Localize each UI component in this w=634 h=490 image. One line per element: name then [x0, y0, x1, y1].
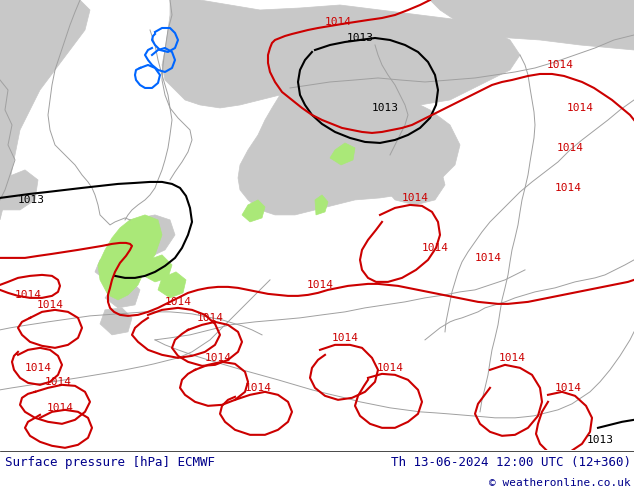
Text: © weatheronline.co.uk: © weatheronline.co.uk — [489, 478, 631, 488]
Text: 1014: 1014 — [325, 17, 351, 27]
Text: 1014: 1014 — [205, 353, 231, 363]
Polygon shape — [430, 0, 634, 50]
Polygon shape — [330, 143, 355, 165]
Text: 1014: 1014 — [498, 353, 526, 363]
Polygon shape — [382, 155, 445, 205]
Text: Surface pressure [hPa] ECMWF: Surface pressure [hPa] ECMWF — [5, 456, 215, 469]
Text: 1014: 1014 — [555, 383, 581, 393]
Polygon shape — [95, 255, 130, 282]
Polygon shape — [0, 0, 90, 220]
Text: 1014: 1014 — [474, 253, 501, 263]
Text: 1014: 1014 — [197, 313, 224, 323]
Text: 1013: 1013 — [18, 195, 45, 205]
Text: 1014: 1014 — [567, 103, 593, 113]
Text: 1014: 1014 — [46, 403, 74, 413]
Text: 1014: 1014 — [401, 193, 429, 203]
Text: Th 13-06-2024 12:00 UTC (12+360): Th 13-06-2024 12:00 UTC (12+360) — [391, 456, 631, 469]
Text: 1014: 1014 — [15, 290, 41, 300]
Text: 1013: 1013 — [586, 435, 614, 445]
Polygon shape — [105, 280, 140, 308]
Text: 1013: 1013 — [347, 33, 373, 43]
Polygon shape — [100, 308, 132, 335]
Polygon shape — [0, 170, 38, 210]
Polygon shape — [142, 255, 172, 282]
Text: 1014: 1014 — [332, 333, 358, 343]
Text: 1014: 1014 — [25, 363, 51, 373]
Polygon shape — [158, 272, 186, 298]
Text: 1014: 1014 — [245, 383, 271, 393]
Polygon shape — [98, 215, 162, 300]
Text: 1014: 1014 — [555, 183, 581, 193]
Text: 1014: 1014 — [422, 243, 448, 253]
Text: 1014: 1014 — [164, 297, 191, 307]
Polygon shape — [238, 88, 460, 215]
Polygon shape — [120, 215, 175, 258]
Text: 1014: 1014 — [37, 300, 63, 310]
Text: 1014: 1014 — [377, 363, 403, 373]
Polygon shape — [315, 195, 328, 215]
Text: 1014: 1014 — [557, 143, 583, 153]
Polygon shape — [242, 200, 265, 222]
Polygon shape — [162, 0, 520, 108]
Text: 1014: 1014 — [547, 60, 574, 70]
Text: 1014: 1014 — [306, 280, 333, 290]
Text: 1013: 1013 — [372, 103, 399, 113]
Text: 1014: 1014 — [44, 377, 72, 387]
